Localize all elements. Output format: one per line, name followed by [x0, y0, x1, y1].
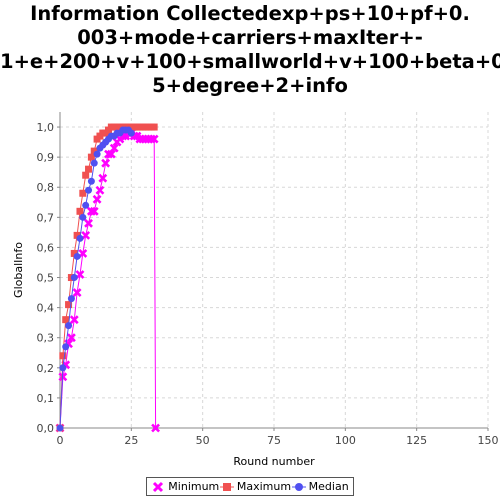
data-point-maximum: [76, 207, 84, 215]
data-point-minimum: [151, 423, 161, 433]
data-point-minimum: [95, 185, 105, 195]
data-point-maximum: [73, 231, 81, 239]
data-point-minimum: [92, 194, 102, 204]
data-point-minimum: [84, 218, 93, 228]
data-point-minimum: [72, 288, 82, 297]
legend-label: Median: [308, 480, 349, 493]
y-tick-label: 0,7: [37, 211, 55, 224]
data-point-minimum: [89, 206, 99, 216]
chart-legend: Minimum Maximum Median: [146, 477, 354, 496]
chart-title-line: 1+e+200+v+100+smallworld+v+100+beta+0.: [0, 50, 500, 73]
legend-item-maximum: Maximum: [219, 480, 292, 493]
data-point-maximum: [79, 189, 87, 197]
x-tick-label: 150: [478, 434, 499, 447]
data-point-median: [85, 186, 93, 194]
series-group: [55, 123, 161, 433]
data-point-minimum: [98, 173, 108, 183]
legend-marker-x: [153, 481, 164, 492]
data-point-minimum: [149, 134, 159, 144]
x-tick-label: 125: [406, 434, 427, 447]
y-tick-label: 0,9: [37, 151, 55, 164]
x-axis-label: Round number: [233, 455, 315, 468]
y-axis-label: GlobalInfo: [12, 242, 25, 298]
x-tick-label: 25: [124, 434, 138, 447]
data-point-minimum: [66, 333, 76, 343]
data-point-median: [93, 150, 101, 158]
y-tick-label: 0,5: [37, 272, 55, 285]
legend-label: Maximum: [236, 480, 292, 493]
data-point-median: [67, 295, 75, 303]
data-point-median: [73, 252, 81, 260]
legend-item-median: Median: [291, 480, 349, 493]
data-point-median: [76, 234, 84, 242]
x-tick-label: 50: [196, 434, 210, 447]
axes: 0,0 0,1 0,2 0,3 0,4 0,5 0,6 0,7 0,8 0,9 1,0 0 25 50 75…: [37, 112, 499, 447]
y-tick-label: 0,1: [37, 392, 55, 405]
data-point-median: [62, 343, 70, 351]
data-point-minimum: [69, 315, 79, 325]
data-point-median: [79, 213, 87, 221]
legend-item-minimum: Minimum: [151, 480, 219, 493]
x-tick-label: 100: [335, 434, 356, 447]
data-point-median: [65, 322, 73, 330]
data-point-median: [70, 274, 78, 282]
legend-marker-square: [219, 482, 234, 491]
x-tick-label: 0: [57, 434, 64, 447]
data-point-median: [59, 364, 67, 372]
y-tick-label: 0,2: [37, 362, 55, 375]
data-point-minimum: [109, 143, 119, 153]
data-point-median: [56, 424, 64, 432]
data-point-maximum: [150, 123, 158, 131]
data-point-maximum: [62, 316, 70, 324]
data-point-maximum: [82, 171, 90, 179]
chart-title-line: Information Collectedexp+ps+10+pf+0.: [30, 2, 470, 25]
data-point-maximum: [65, 301, 73, 309]
grid-lines: [60, 112, 489, 428]
chart-title: Information Collectedexp+ps+10+pf+0. 003…: [0, 2, 500, 98]
y-tick-label: 0,3: [37, 332, 55, 345]
data-point-median: [127, 129, 135, 137]
data-point-maximum: [87, 153, 95, 161]
data-point-maximum: [90, 147, 98, 155]
data-point-minimum: [106, 149, 116, 159]
y-tick-label: 1,0: [37, 121, 55, 134]
x-tick-label: 75: [267, 434, 281, 447]
y-tick-label: 0,8: [37, 181, 55, 194]
data-point-maximum: [59, 352, 67, 360]
data-point-median: [82, 201, 90, 209]
chart-title-line: 003+mode+carriers+maxIter+-: [77, 26, 423, 49]
legend-marker-circle: [291, 482, 306, 491]
data-point-maximum: [70, 249, 78, 257]
legend-label: Minimum: [168, 480, 220, 493]
data-point-maximum: [85, 165, 93, 173]
y-tick-label: 0,0: [37, 422, 55, 435]
data-point-median: [90, 159, 98, 167]
data-point-median: [87, 177, 95, 185]
chart-title-line: 5+degree+2+info: [152, 74, 348, 97]
y-tick-label: 0,4: [37, 302, 55, 315]
y-tick-label: 0,6: [37, 241, 55, 254]
data-point-minimum: [101, 158, 111, 168]
